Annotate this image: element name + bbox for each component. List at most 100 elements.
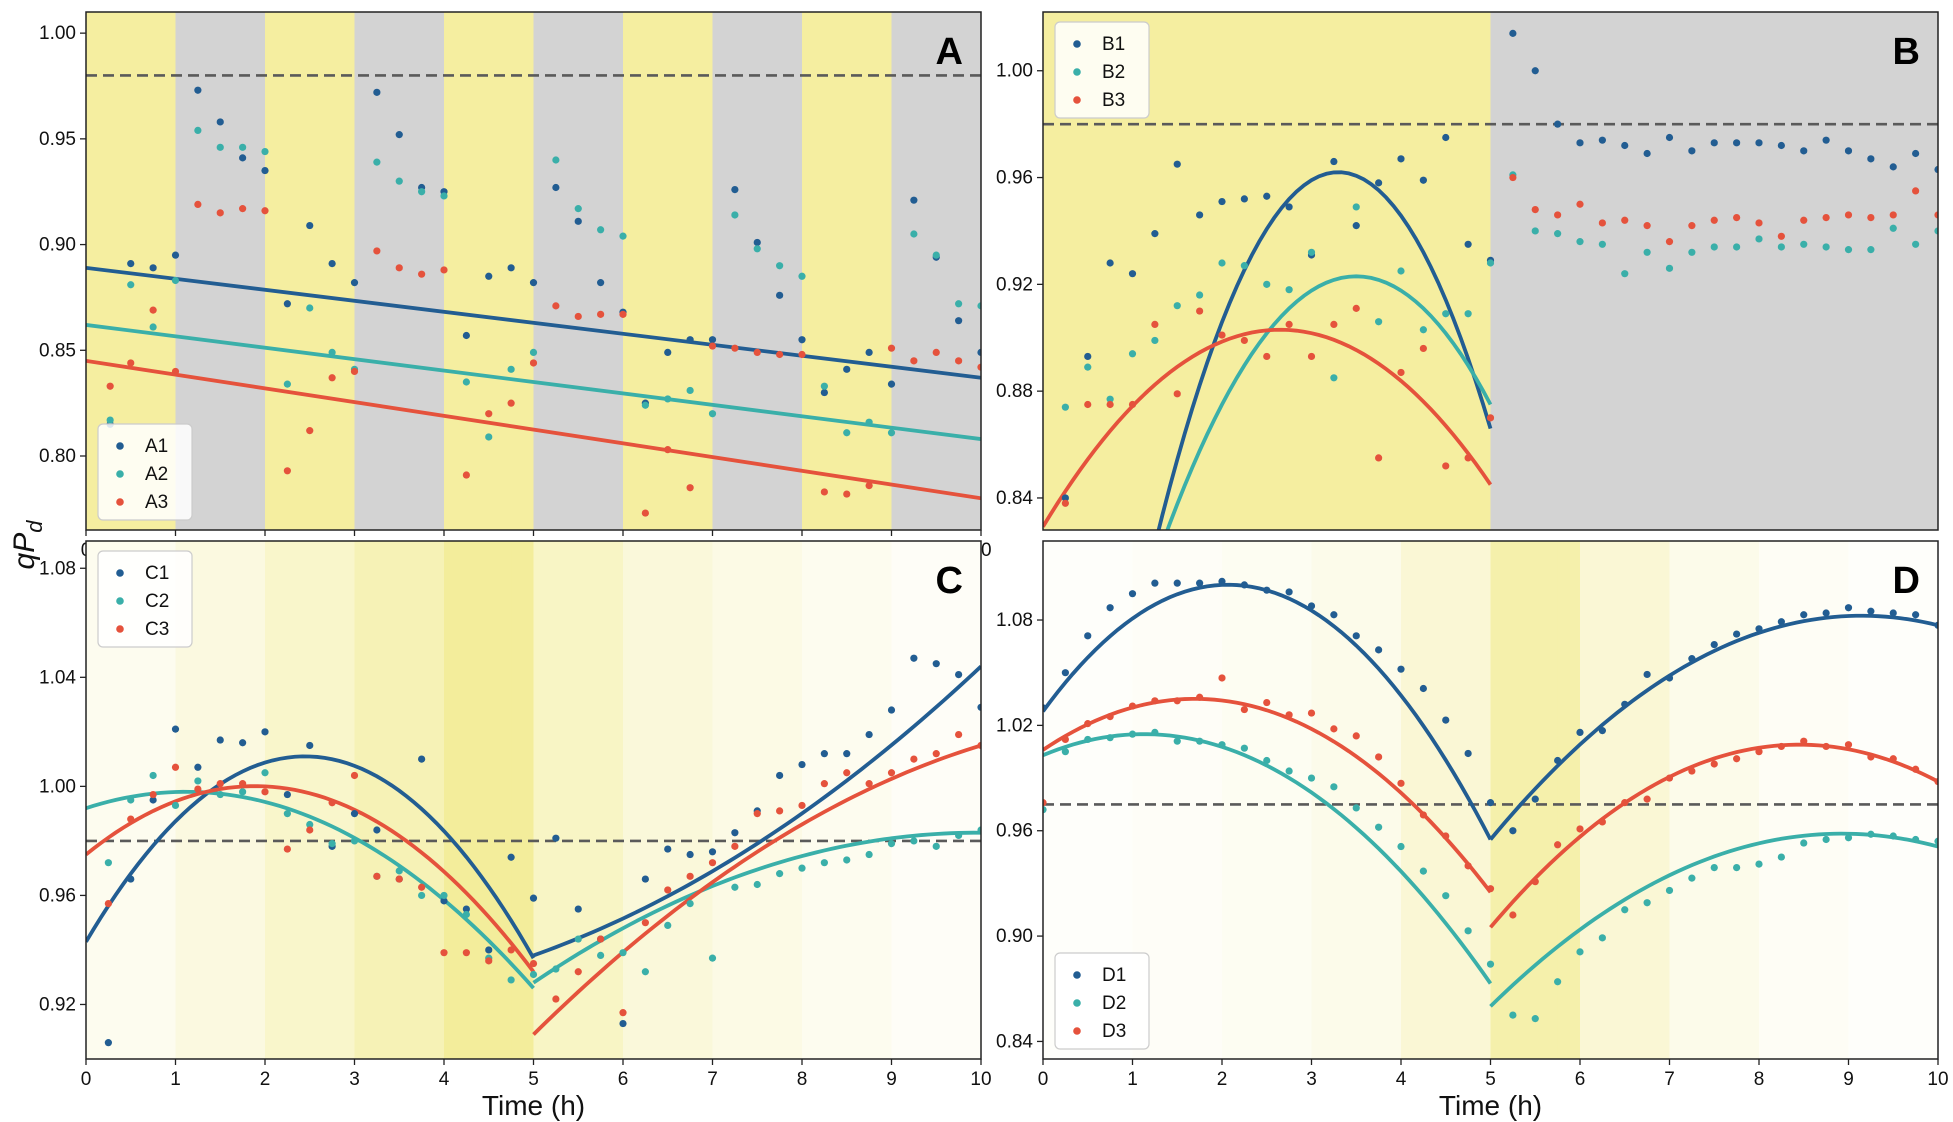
fit-line-a1-1 [86, 265, 981, 380]
background-gradient-strip [846, 541, 870, 1059]
point-b1 [1285, 203, 1293, 211]
background-gradient-strip [1759, 541, 1782, 1059]
point-c1 [440, 897, 448, 905]
point-c3 [127, 815, 135, 823]
point-c2 [529, 970, 538, 979]
point-a2 [328, 348, 336, 356]
point-b3 [1554, 211, 1562, 219]
point-d2 [1912, 835, 1920, 844]
x-axis-label: Time (h) [482, 1090, 585, 1121]
point-c2 [977, 826, 981, 834]
point-d2 [1710, 864, 1718, 872]
point-b2 [1419, 326, 1427, 334]
point-b1 [1173, 160, 1181, 168]
point-b2 [1934, 227, 1938, 235]
point-d2 [1844, 834, 1853, 842]
point-c3 [261, 788, 269, 796]
point-a1 [529, 279, 538, 287]
point-a2 [820, 382, 828, 390]
point-c3 [529, 959, 538, 968]
point-a2 [216, 143, 224, 151]
point-b3 [1464, 454, 1472, 462]
point-c2 [932, 842, 940, 850]
point-d3 [1084, 720, 1092, 728]
point-d1 [1598, 727, 1606, 735]
legend-marker [1073, 971, 1081, 979]
point-d3 [1442, 832, 1450, 840]
point-a3 [664, 446, 672, 454]
point-b3 [1621, 216, 1629, 224]
point-c2 [843, 856, 851, 864]
point-a3 [507, 399, 515, 407]
legend-marker [1073, 999, 1081, 1007]
point-b3 [1576, 200, 1584, 208]
point-d3 [1777, 742, 1785, 751]
y-tick-label: 0.92 [996, 274, 1033, 295]
background-gradient-strip [309, 541, 333, 1059]
point-d3 [1173, 697, 1181, 705]
point-c1 [977, 703, 981, 711]
point-b2 [1554, 230, 1562, 238]
point-c2 [395, 867, 403, 875]
point-b1 [1464, 240, 1472, 248]
point-a2 [887, 429, 896, 437]
background-gradient-strip [623, 541, 646, 1059]
background-gradient-strip [287, 541, 311, 1059]
background-gradient-strip [734, 541, 758, 1059]
x-tick-label: 9 [1843, 1069, 1854, 1090]
point-c3 [887, 769, 896, 777]
point-a2 [708, 410, 717, 418]
point-a1 [574, 217, 582, 225]
point-c2 [574, 935, 582, 943]
y-tick-label: 1.08 [996, 610, 1033, 631]
legend: B1 B2 B3 [1054, 21, 1150, 119]
legend-label: D3 [1102, 1021, 1126, 1042]
point-a2 [731, 211, 739, 219]
background-gradient-strip [1333, 541, 1357, 1059]
background-gradient-strip [1848, 541, 1872, 1059]
point-d1 [1285, 588, 1293, 596]
point-c2 [194, 777, 202, 785]
background-gradient-strip [1736, 541, 1760, 1059]
point-a2 [910, 230, 918, 238]
point-c3 [753, 810, 761, 818]
point-c1 [462, 905, 470, 913]
y-tick-label: 1.02 [996, 715, 1033, 736]
point-c3 [843, 769, 851, 777]
point-a3 [328, 374, 336, 382]
point-a3 [731, 344, 739, 352]
point-d2 [1934, 837, 1938, 845]
point-c3 [597, 935, 605, 943]
point-c3 [485, 957, 493, 965]
background-gradient-strip [376, 541, 400, 1059]
panel-letter: D [1893, 560, 1920, 602]
point-c2 [597, 951, 605, 960]
point-d2 [1777, 853, 1785, 861]
point-a2 [798, 272, 806, 280]
legend-marker [1073, 96, 1081, 104]
point-b1 [1934, 165, 1938, 174]
point-d1 [1889, 609, 1897, 617]
x-tick-label: 1 [1127, 1069, 1138, 1090]
point-a1 [552, 183, 560, 192]
point-c2 [507, 976, 515, 984]
fit-line-b3-1 [1043, 327, 1493, 528]
point-b2 [1330, 374, 1338, 382]
fit-line-c3-2 [532, 743, 981, 1036]
point-a2 [171, 276, 180, 285]
x-tick-label: 0 [81, 1069, 92, 1090]
point-a2 [776, 262, 784, 270]
point-d3 [1375, 753, 1383, 761]
background-gradient-strip [936, 541, 960, 1059]
background-gradient-strip [1378, 541, 1402, 1059]
point-b1 [1844, 147, 1853, 155]
legend-marker [116, 442, 124, 450]
point-c1 [619, 1019, 627, 1028]
point-a1 [865, 348, 873, 356]
point-d3 [1912, 765, 1920, 773]
point-c1 [127, 875, 135, 883]
point-b2 [1173, 302, 1181, 310]
point-d1 [1419, 684, 1427, 693]
point-d1 [1665, 674, 1674, 682]
point-c3 [462, 949, 470, 957]
